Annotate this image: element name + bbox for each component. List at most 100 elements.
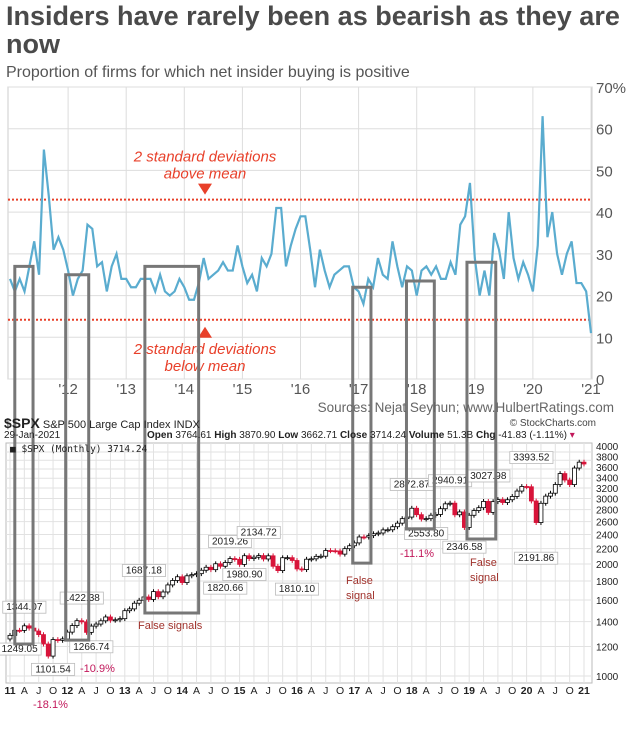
chg-value: -41.83 (-1.11%) [498,430,567,441]
spx-x-tick-label: J [323,685,328,697]
spx-x-tick-label: O [221,685,229,697]
candle-body [246,555,252,559]
candle-body [69,625,75,633]
price-label-box [222,568,267,581]
candle-body [60,638,66,641]
spx-x-tick-label: 17 [349,685,361,697]
candle-body [222,562,228,567]
candle-body [127,608,132,612]
price-label-box [509,451,554,464]
drawdown-2018: -11.1% [400,548,435,560]
candle-body [581,461,587,465]
price-label-box [69,640,114,654]
spx-y-tick-label: 3200 [596,484,619,495]
candle-body [50,639,56,657]
insider-x-tick-label: '19 [465,381,485,398]
price-label-box [31,662,76,676]
signal-box [143,264,201,615]
price-label: 2346.58 [446,542,483,553]
candle-body [155,591,161,598]
insider-x-tick-label: '18 [407,381,427,398]
spx-y-tick-label: 1200 [596,643,619,654]
price-label: 1820.66 [207,583,244,594]
price-label: 2553.80 [408,529,445,540]
low-value: 3662.71 [301,430,338,441]
candle-body [347,545,353,550]
quote-date: 29-Jan-2021 [4,430,61,441]
candle-body [160,591,166,598]
spx-y-tick-label: 3800 [596,452,619,463]
spx-x-tick-label: A [308,685,315,697]
threshold-label: above mean [164,166,247,183]
spx-x-tick-label: J [495,685,500,697]
candle-body [218,563,223,567]
open-label: Open [147,430,173,441]
spx-x-tick-label: 20 [521,685,533,697]
candle-body [122,610,128,620]
volume-label: Volume [408,430,445,441]
candle-body [452,502,458,516]
open-value: 3764.61 [175,430,212,441]
spx-x-tick-label: O [336,685,344,697]
candle-body [414,507,419,516]
candle-body [308,558,314,561]
candle-body [519,486,525,492]
spx-x-tick-label: O [49,685,57,697]
candle-body [146,596,152,600]
candle-body [557,473,563,485]
spx-x-tick-label: O [164,685,172,697]
signal-box [404,279,436,531]
spx-y-tick-label: 2800 [596,506,619,517]
insider-y-tick-label: 20 [596,289,613,306]
candle-body [533,500,539,523]
price-label-box [442,540,487,554]
spx-x-tick-label: J [380,685,385,697]
candle-body [385,529,391,532]
candle-body [165,584,171,593]
candle-body [175,576,180,581]
candle-body [117,618,123,621]
candle-body [275,565,281,571]
spx-x-tick-label: O [106,685,114,697]
candle-body [552,484,558,494]
drawdown-2011: -18.1% [33,699,68,711]
spx-x-tick-label: 12 [62,685,74,697]
candle-body [418,514,424,520]
candle-body [98,620,104,625]
insider-x-tick-label: '14 [175,381,195,398]
candle-body [567,479,573,485]
spx-x-tick-label: 15 [234,685,246,697]
spx-exchange: INDX [173,419,200,431]
candle-body [261,555,266,560]
signal-box [465,260,498,541]
down-arrow-icon: ▾ [569,430,575,441]
spx-x-tick-label: J [151,685,156,697]
spx-y-tick-label: 3600 [596,463,619,474]
candle-body [485,501,491,513]
candle-body [108,616,113,621]
candle-body [232,558,238,560]
spx-x-tick-label: J [553,685,558,697]
spx-x-tick-label: A [480,685,487,697]
high-value: 3870.90 [239,430,276,441]
price-label-box [514,551,559,565]
candle-body [332,550,338,553]
candle-body [576,461,582,469]
candle-body [395,522,400,528]
candle-body [375,532,381,535]
spx-x-tick-label: 11 [4,685,15,697]
candle-body [208,566,214,571]
candle-body [179,576,185,583]
candle-body [256,555,262,558]
price-label: 3393.52 [513,453,550,464]
spx-y-tick-label: 2200 [596,545,619,556]
source-note: Sources: Nejat Seyhun; www.HulbertRating… [317,400,614,415]
candle-body [342,548,348,555]
candle-body [151,591,156,600]
insider-x-tick-label: '20 [523,381,543,398]
insider-series-line [8,116,593,334]
candle-body [270,555,276,567]
candle-body [447,502,453,505]
candle-body [136,599,142,604]
